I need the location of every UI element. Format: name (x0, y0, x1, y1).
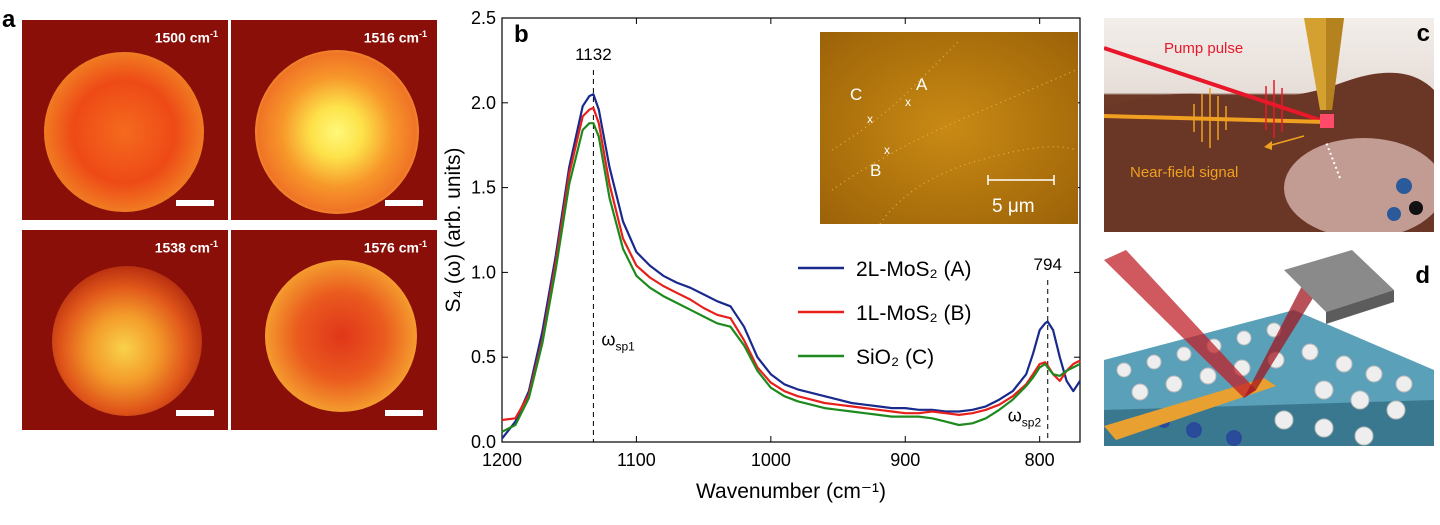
marker-c: x (867, 112, 873, 126)
inset-point-a: A (916, 75, 928, 94)
y-tick-label: 1.5 (471, 178, 496, 198)
flake-edge (831, 39, 961, 151)
marker-b: x (884, 143, 890, 157)
pump-wavepacket (1265, 80, 1283, 138)
inset-point-c: C (850, 85, 862, 104)
y-tick-label: 1.0 (471, 262, 496, 282)
marker-a: x (905, 95, 911, 109)
y-tick-label: 0.0 (471, 432, 496, 452)
pump-beam (1104, 46, 1327, 124)
tip-spot (1320, 114, 1334, 128)
panel-c-illustration (1104, 18, 1434, 232)
annotation-omega-sp2: ωsp2 (1008, 406, 1042, 430)
signal-wavepacket (1193, 88, 1227, 148)
afm-inset: A C B x x x 5 μm (820, 32, 1078, 225)
annotation-794: 794 (1034, 255, 1062, 274)
x-tick-label: 1200 (482, 450, 522, 470)
panel-a-label: a (2, 6, 16, 33)
scale-bar (385, 410, 423, 416)
legend-label-1: 2L-MoS₂ (A) (856, 258, 972, 281)
near-field-signal-label: Near-field signal (1130, 164, 1239, 181)
x-tick-label: 1000 (751, 450, 791, 470)
flake-edge (879, 146, 1077, 225)
heatmap-tile-1516: 1516 cm-1 (231, 20, 437, 220)
panel-d-label: d (1415, 262, 1430, 289)
molecule-atom (1409, 201, 1423, 215)
legend-label-2: 1L-MoS₂ (B) (856, 302, 972, 325)
cantilever (1104, 378, 1276, 440)
afm-image (820, 32, 1078, 224)
pillar-array (1116, 322, 1413, 446)
detector (1284, 250, 1394, 312)
freq-label: 1576 cm-1 (363, 239, 427, 256)
plot-layer: 1200 1100 1000 900 800 0.0 0.5 1.0 1.5 2.0 2.5 Wave… (442, 8, 1081, 503)
x-tick-label: 800 (1025, 450, 1055, 470)
panel-d: d (1104, 250, 1434, 446)
ring-disk (265, 260, 417, 412)
y-tick-label: 2.0 (471, 93, 496, 113)
annotation-1132: 1132 (575, 45, 612, 64)
freq-label: 1516 cm-1 (363, 29, 427, 46)
x-axis-label: Wavenumber (cm⁻¹) (696, 480, 886, 503)
signal-arrowhead (1264, 141, 1272, 150)
pump-pulse-label: Pump pulse (1164, 40, 1244, 57)
inset-scalebar-label: 5 μm (992, 196, 1035, 217)
panel-d-illustration (1104, 250, 1434, 446)
legend-label-3: SiO₂ (C) (856, 346, 934, 369)
signal-beam (1104, 114, 1327, 124)
heatmap-tile-1538: 1538 cm-1 (22, 230, 228, 430)
freq-label: 1500 cm-1 (154, 29, 218, 46)
ring-disk (255, 50, 419, 214)
molecule-atom (1387, 207, 1401, 221)
spectrum-chart-svg: b 1200 1100 1000 900 800 0.0 0.5 1.0 1.5 2.0 2.5 Wa… (442, 8, 1081, 503)
panel-b-chart: b 1200 1100 1000 900 800 0.0 0.5 1.0 1.5 2.0 2.5 Wa… (440, 0, 1100, 520)
heatmap-tile-1500: 1500 cm-1 (22, 20, 228, 220)
x-tick-label: 900 (890, 450, 920, 470)
ring-disk (52, 266, 202, 416)
detector-side (1326, 290, 1394, 324)
plot-frame (501, 17, 1081, 443)
freq-label: 1538 cm-1 (154, 239, 218, 256)
series-line-2 (501, 106, 1081, 422)
laser-reflected (1244, 282, 1318, 398)
x-tick-label: 1100 (617, 450, 656, 470)
laser-incident (1104, 250, 1256, 398)
afm-tip-shade (1326, 18, 1344, 110)
y-axis-label: S₄ (ω) (arb. units) (442, 148, 465, 313)
signal-arrow (1267, 135, 1305, 147)
ring-disk (44, 52, 204, 212)
inset-point-b: B (870, 161, 881, 180)
scale-bar (385, 200, 423, 206)
dotted-arrow (1325, 141, 1341, 179)
annotation-omega-sp1: ωsp1 (601, 329, 635, 353)
panel-a: a 1500 cm-1 1516 cm-1 1538 cm-1 1576 cm-… (0, 0, 440, 440)
y-tick-label: 2.5 (471, 8, 496, 28)
panel-c-label: c (1416, 20, 1430, 47)
molecule-atom (1396, 178, 1412, 194)
heatmap-tile-1576: 1576 cm-1 (231, 230, 437, 430)
y-tick-label: 0.5 (471, 347, 496, 367)
panel-c: Pump pulse Near-field signal c (1104, 18, 1434, 232)
panel-b-label: b (514, 21, 529, 48)
series-line-1 (501, 93, 1081, 440)
series-line-3 (501, 122, 1081, 433)
scale-bar (176, 410, 214, 416)
scale-bar (176, 200, 214, 206)
